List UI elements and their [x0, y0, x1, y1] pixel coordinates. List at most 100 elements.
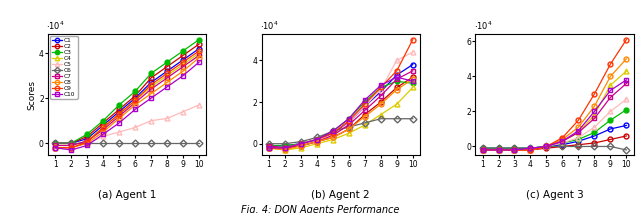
C6 [51, 142, 59, 144]
Line: C2: C2 [52, 42, 202, 146]
C4 [179, 63, 187, 66]
C5 [179, 110, 187, 113]
C10 [195, 61, 203, 63]
C1 [51, 142, 59, 144]
Legend: C1, C2, C3, C4, C5, C6, C7, C8, C9, C10: C1, C2, C3, C4, C5, C6, C7, C8, C9, C10 [50, 36, 77, 99]
C1 [131, 97, 139, 99]
C1 [99, 124, 107, 127]
C1 [147, 81, 155, 84]
C2 [163, 65, 171, 68]
C7 [83, 140, 91, 142]
C9 [99, 126, 107, 129]
C2 [67, 142, 75, 144]
C6 [131, 142, 139, 144]
C3 [163, 61, 171, 63]
C6 [115, 142, 123, 144]
C4 [51, 144, 59, 147]
C3 [131, 90, 139, 93]
C5 [147, 119, 155, 122]
Text: $\cdot10^4$: $\cdot10^4$ [260, 19, 279, 32]
C5 [163, 117, 171, 120]
C7 [51, 144, 59, 147]
C2 [195, 43, 203, 45]
C5 [115, 131, 123, 133]
C2 [147, 77, 155, 79]
C2 [83, 135, 91, 138]
C2 [179, 54, 187, 57]
C4 [195, 52, 203, 54]
C9 [195, 50, 203, 52]
C2 [99, 122, 107, 124]
Line: C8: C8 [52, 55, 202, 150]
C8 [131, 104, 139, 106]
C4 [163, 74, 171, 77]
C10 [67, 149, 75, 151]
C10 [147, 97, 155, 99]
C8 [67, 147, 75, 149]
C3 [99, 119, 107, 122]
C10 [179, 74, 187, 77]
C5 [131, 126, 139, 129]
C6 [147, 142, 155, 144]
C7 [195, 54, 203, 57]
C1 [179, 59, 187, 61]
C1 [83, 137, 91, 140]
Line: C1: C1 [52, 46, 202, 146]
C5 [67, 147, 75, 149]
Line: C10: C10 [52, 60, 202, 153]
C8 [83, 142, 91, 144]
C3 [83, 133, 91, 135]
C10 [99, 133, 107, 135]
C9 [115, 113, 123, 115]
C6 [195, 142, 203, 144]
C4 [147, 86, 155, 88]
C2 [131, 95, 139, 97]
C10 [115, 122, 123, 124]
Text: (a) Agent 1: (a) Agent 1 [98, 190, 156, 200]
C7 [67, 144, 75, 147]
C8 [179, 70, 187, 72]
Text: $\cdot10^4$: $\cdot10^4$ [474, 19, 493, 32]
C4 [131, 99, 139, 102]
C6 [67, 142, 75, 144]
C4 [67, 144, 75, 147]
C9 [67, 147, 75, 149]
C8 [195, 56, 203, 59]
C6 [163, 142, 171, 144]
C9 [163, 72, 171, 75]
C3 [115, 104, 123, 106]
C1 [67, 142, 75, 144]
C9 [179, 61, 187, 63]
Text: $\cdot10^4$: $\cdot10^4$ [47, 19, 65, 32]
C8 [51, 147, 59, 149]
Text: Fig. 4: DQN Agents Performance: Fig. 4: DQN Agents Performance [241, 205, 399, 213]
Text: (b) Agent 2: (b) Agent 2 [312, 190, 370, 200]
C6 [99, 142, 107, 144]
C3 [67, 142, 75, 144]
C1 [115, 110, 123, 113]
C5 [83, 142, 91, 144]
C7 [131, 101, 139, 104]
C5 [99, 135, 107, 138]
C9 [83, 141, 91, 143]
C2 [51, 142, 59, 144]
Line: C7: C7 [52, 53, 202, 148]
C3 [179, 50, 187, 52]
C9 [147, 83, 155, 86]
C8 [99, 131, 107, 133]
C10 [51, 147, 59, 149]
C10 [131, 108, 139, 111]
C1 [163, 70, 171, 72]
C3 [51, 142, 59, 144]
C3 [195, 38, 203, 41]
C8 [115, 117, 123, 120]
C8 [147, 92, 155, 95]
C8 [163, 81, 171, 84]
C7 [115, 115, 123, 117]
C4 [83, 140, 91, 142]
Line: C4: C4 [52, 51, 202, 148]
C2 [115, 108, 123, 111]
C9 [131, 99, 139, 102]
C5 [195, 104, 203, 106]
Line: C3: C3 [52, 37, 202, 146]
